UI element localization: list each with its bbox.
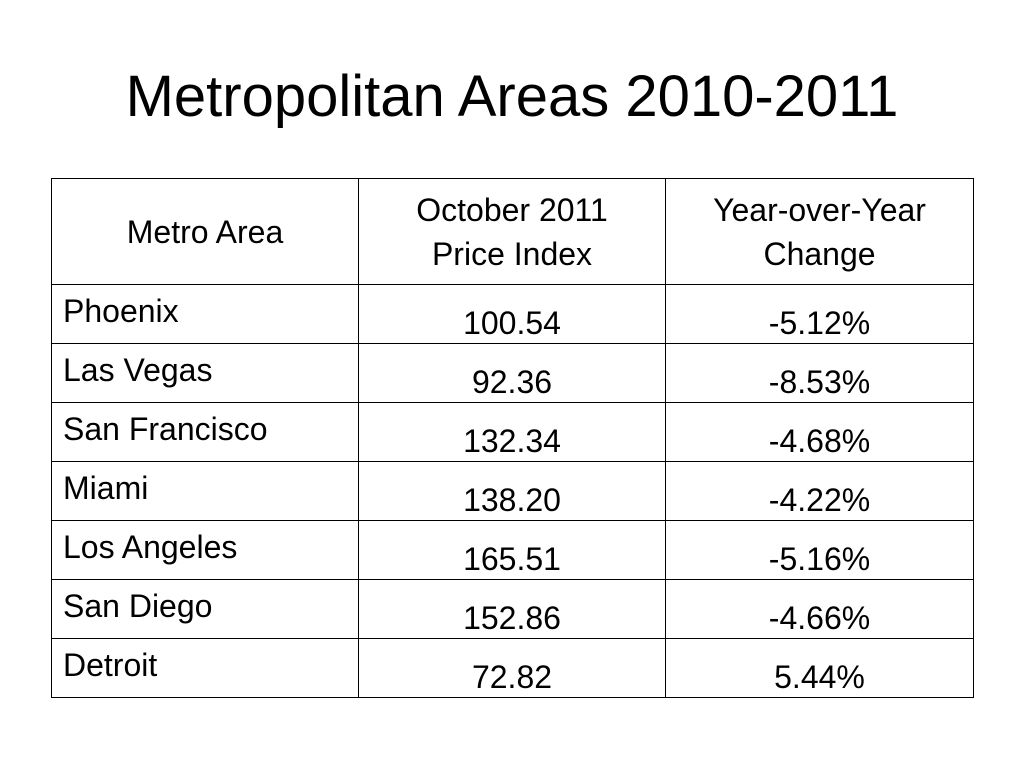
table-row: Las Vegas 92.36 -8.53% xyxy=(51,343,974,403)
price-index-cell: 152.86 xyxy=(358,579,666,639)
header-metro-area: Metro Area xyxy=(51,178,359,285)
price-index-cell: 72.82 xyxy=(358,638,666,698)
price-index-cell: 100.54 xyxy=(358,284,666,344)
metro-area-cell: Miami xyxy=(51,461,359,521)
table-row: Phoenix 100.54 -5.12% xyxy=(51,284,974,344)
metro-price-table: Metro Area October 2011 Price Index Year… xyxy=(51,178,974,698)
price-index-cell: 92.36 xyxy=(358,343,666,403)
table-header-row: Metro Area October 2011 Price Index Year… xyxy=(51,178,974,285)
price-index-cell: 138.20 xyxy=(358,461,666,521)
yoy-change-cell: -8.53% xyxy=(665,343,974,403)
table-row: Los Angeles 165.51 -5.16% xyxy=(51,520,974,580)
table-row: San Diego 152.86 -4.66% xyxy=(51,579,974,639)
header-metro-area-label: Metro Area xyxy=(126,213,284,250)
header-yoy-change: Year-over-Year Change xyxy=(665,178,974,285)
header-price-index-line1: October 2011 xyxy=(416,191,608,228)
metro-area-cell: Los Angeles xyxy=(51,520,359,580)
price-index-cell: 132.34 xyxy=(358,402,666,462)
header-price-index: October 2011 Price Index xyxy=(358,178,666,285)
slide-title: Metropolitan Areas 2010-2011 xyxy=(125,64,899,129)
header-yoy-change-line1: Year-over-Year xyxy=(713,191,926,228)
yoy-change-cell: -4.68% xyxy=(665,402,974,462)
metro-area-cell: Detroit xyxy=(51,638,359,698)
yoy-change-cell: -4.66% xyxy=(665,579,974,639)
table-row: Miami 138.20 -4.22% xyxy=(51,461,974,521)
metro-area-cell: Las Vegas xyxy=(51,343,359,403)
yoy-change-cell: 5.44% xyxy=(665,638,974,698)
metro-area-cell: Phoenix xyxy=(51,284,359,344)
yoy-change-cell: -4.22% xyxy=(665,461,974,521)
header-price-index-line2: Price Index xyxy=(431,235,593,272)
table-row: San Francisco 132.34 -4.68% xyxy=(51,402,974,462)
header-yoy-change-line2: Change xyxy=(763,235,876,272)
metro-area-cell: San Diego xyxy=(51,579,359,639)
price-index-cell: 165.51 xyxy=(358,520,666,580)
yoy-change-cell: -5.16% xyxy=(665,520,974,580)
table-row: Detroit 72.82 5.44% xyxy=(51,638,974,698)
yoy-change-cell: -5.12% xyxy=(665,284,974,344)
metro-area-cell: San Francisco xyxy=(51,402,359,462)
